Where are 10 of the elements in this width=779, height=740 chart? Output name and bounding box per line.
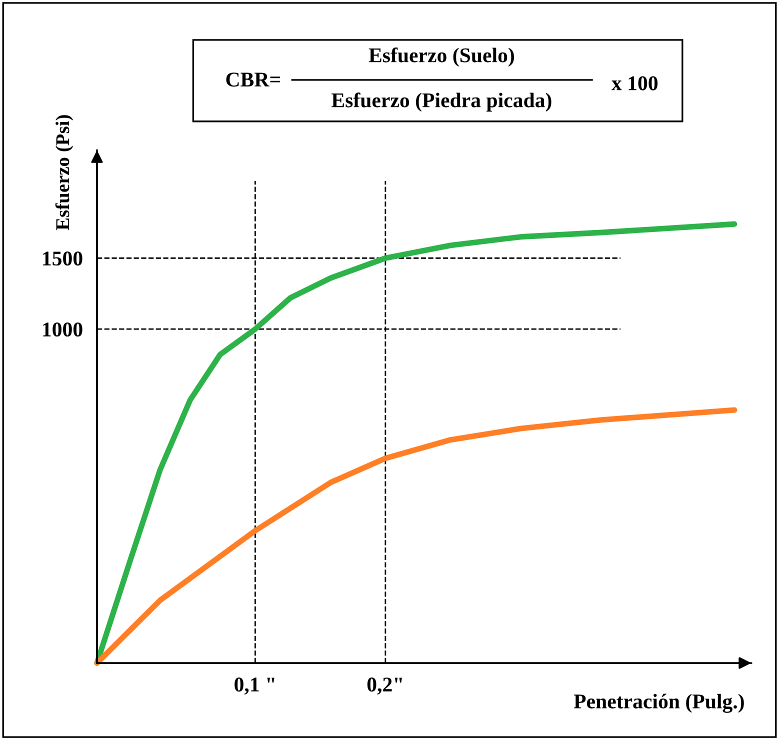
y-tick-label: 1500 [43,251,82,266]
y-tick-label: 1000 [43,322,82,337]
y-axis-title: Esfuerzo (Psi) [55,115,74,230]
text: CBR= [226,72,280,87]
text: Esfuerzo (Suelo) [368,47,514,67]
x-tick-label: 0,2" [367,678,402,695]
x-tick-label: 0,1 " [234,678,274,695]
text: x 100 [612,76,658,90]
text: Esfuerzo (Piedra picada) [332,92,552,112]
x-axis-title: Penetración (Pulg.) [574,694,744,713]
